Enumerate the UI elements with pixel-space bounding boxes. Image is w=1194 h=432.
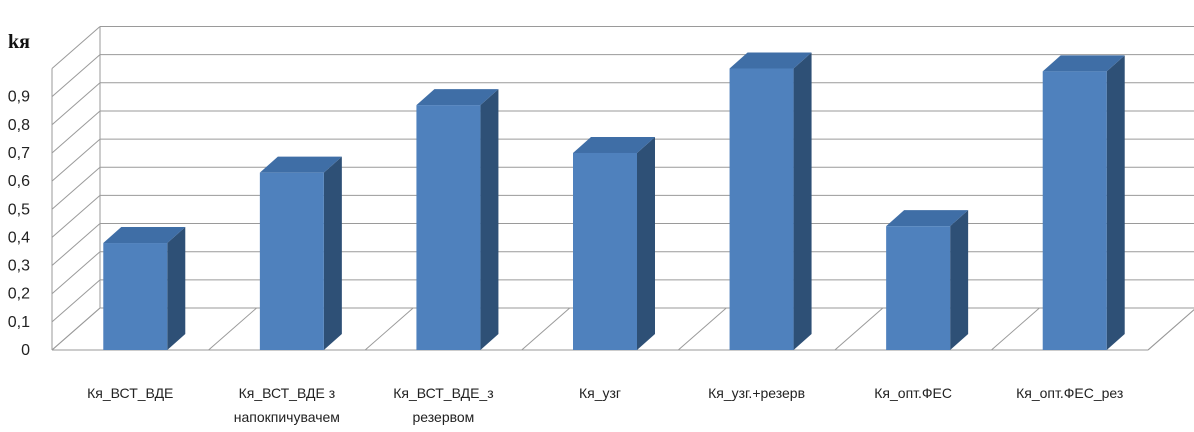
- bar-top: [103, 227, 186, 244]
- y-tick-label: 0,1: [8, 314, 30, 331]
- x-tick-label: Кя_ВСТ_ВДЕ з напокпичувачем: [234, 385, 340, 425]
- floor-divider: [208, 307, 257, 351]
- gridline-side: [51, 54, 101, 98]
- bar-top: [259, 156, 342, 173]
- y-tick-label: 0,4: [8, 229, 30, 246]
- y-axis-label: kя: [8, 31, 30, 53]
- bar-front: [1042, 71, 1107, 350]
- y-tick-label: 0,8: [8, 117, 30, 134]
- x-tick-label: Кя_ВСТ_ВДЕ_з резервом: [393, 385, 493, 425]
- bar-front: [729, 68, 794, 350]
- x-tick-label: Кя_узг.+резерв: [708, 385, 805, 401]
- bar: [1042, 55, 1125, 350]
- bar: [416, 89, 499, 350]
- bar-top: [729, 52, 812, 69]
- bar-front: [886, 226, 951, 350]
- bar-top: [886, 210, 969, 227]
- y-tick-label: 0,7: [8, 145, 30, 162]
- y-tick-label: 0,3: [8, 258, 30, 275]
- bar-front: [259, 172, 324, 350]
- floor-divider: [51, 307, 101, 351]
- floor-divider: [364, 307, 414, 351]
- bar-front: [573, 152, 637, 350]
- bar-side: [167, 227, 186, 350]
- bar-side: [793, 52, 812, 350]
- x-tick-label: Кя_узг: [579, 385, 621, 401]
- y-tick-label: 0,2: [8, 286, 30, 303]
- x-tick-label: Кя_ВСТ_ВДЕ: [87, 385, 173, 401]
- floor-divider: [1147, 309, 1194, 351]
- bar-front: [416, 105, 481, 350]
- bar-side: [637, 136, 655, 350]
- floor-divider: [521, 307, 571, 351]
- bar-side: [480, 89, 499, 350]
- bar: [573, 136, 655, 350]
- bar: [886, 210, 969, 350]
- y-tick-label: 0: [21, 342, 30, 359]
- x-tick-label: Кя_опт.ФЕС: [874, 385, 952, 401]
- gridline-side: [51, 138, 101, 182]
- y-tick-label: 0,9: [8, 89, 30, 106]
- gridline-side: [51, 279, 101, 323]
- floor-divider: [834, 307, 884, 351]
- bar: [259, 156, 342, 350]
- bar-top: [1042, 55, 1125, 72]
- floor-divider: [991, 307, 1040, 351]
- bar-side: [1106, 55, 1125, 350]
- gridline-side: [51, 166, 101, 210]
- floor-divider: [677, 307, 727, 351]
- bar-top: [573, 136, 655, 153]
- gridline-side: [51, 195, 101, 238]
- x-tick-label: Кя_опт.ФЕС_рез: [1016, 385, 1123, 401]
- bar: [729, 52, 812, 350]
- gridline-side: [51, 110, 101, 154]
- bar-side: [950, 210, 969, 350]
- bar: [103, 227, 186, 350]
- y-tick-label: 0,6: [8, 173, 30, 190]
- gridline-side: [51, 251, 101, 295]
- y-tick-label: 0,5: [8, 201, 30, 218]
- bar-front: [103, 243, 168, 350]
- gridline-side: [51, 82, 101, 126]
- bar-top: [416, 89, 499, 106]
- gridline-side: [51, 223, 101, 266]
- bar-side: [323, 156, 342, 350]
- gridline-side: [51, 26, 101, 69]
